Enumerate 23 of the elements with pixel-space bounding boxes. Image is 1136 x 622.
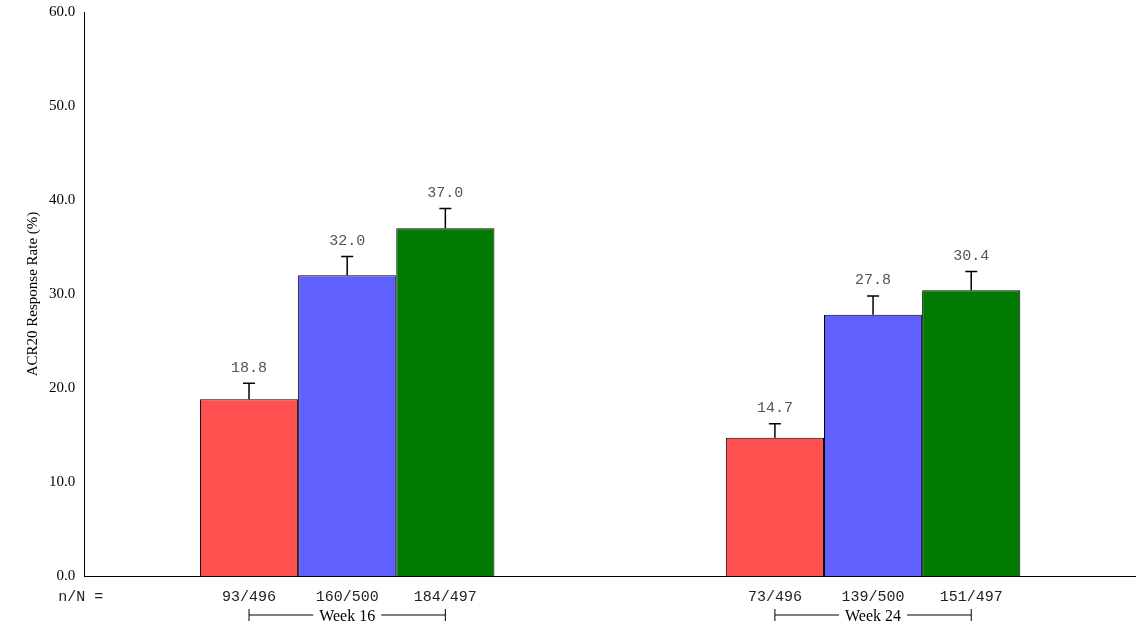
text: 93/496 <box>222 588 277 606</box>
data-label: 27.8 <box>855 272 892 290</box>
text: n/N = <box>58 588 104 606</box>
data-label: 18.8 <box>231 359 268 377</box>
text: 160/500 <box>315 588 379 606</box>
y-tick-label: 50.0 <box>49 96 76 113</box>
text: 139/500 <box>841 588 905 606</box>
y-tick-label: 60.0 <box>49 2 76 19</box>
y-tick-label: 10.0 <box>49 472 76 489</box>
text: 73/496 <box>747 588 802 606</box>
data-label: 30.4 <box>953 247 990 265</box>
y-axis-title: ACR20 Response Rate (%) <box>23 211 41 377</box>
text: 184/497 <box>413 588 477 606</box>
data-label: 14.7 <box>756 400 793 418</box>
text: 151/497 <box>939 588 1003 606</box>
y-tick-label: 20.0 <box>49 378 76 395</box>
y-tick-label: 0.0 <box>56 566 76 583</box>
data-label: 32.0 <box>329 232 366 250</box>
x-tick-label: Week 16 <box>319 607 376 622</box>
y-tick-label: 40.0 <box>49 190 76 207</box>
x-tick-label: Week 24 <box>845 607 902 622</box>
y-tick-label: 30.0 <box>49 284 76 301</box>
data-label: 37.0 <box>427 184 464 202</box>
